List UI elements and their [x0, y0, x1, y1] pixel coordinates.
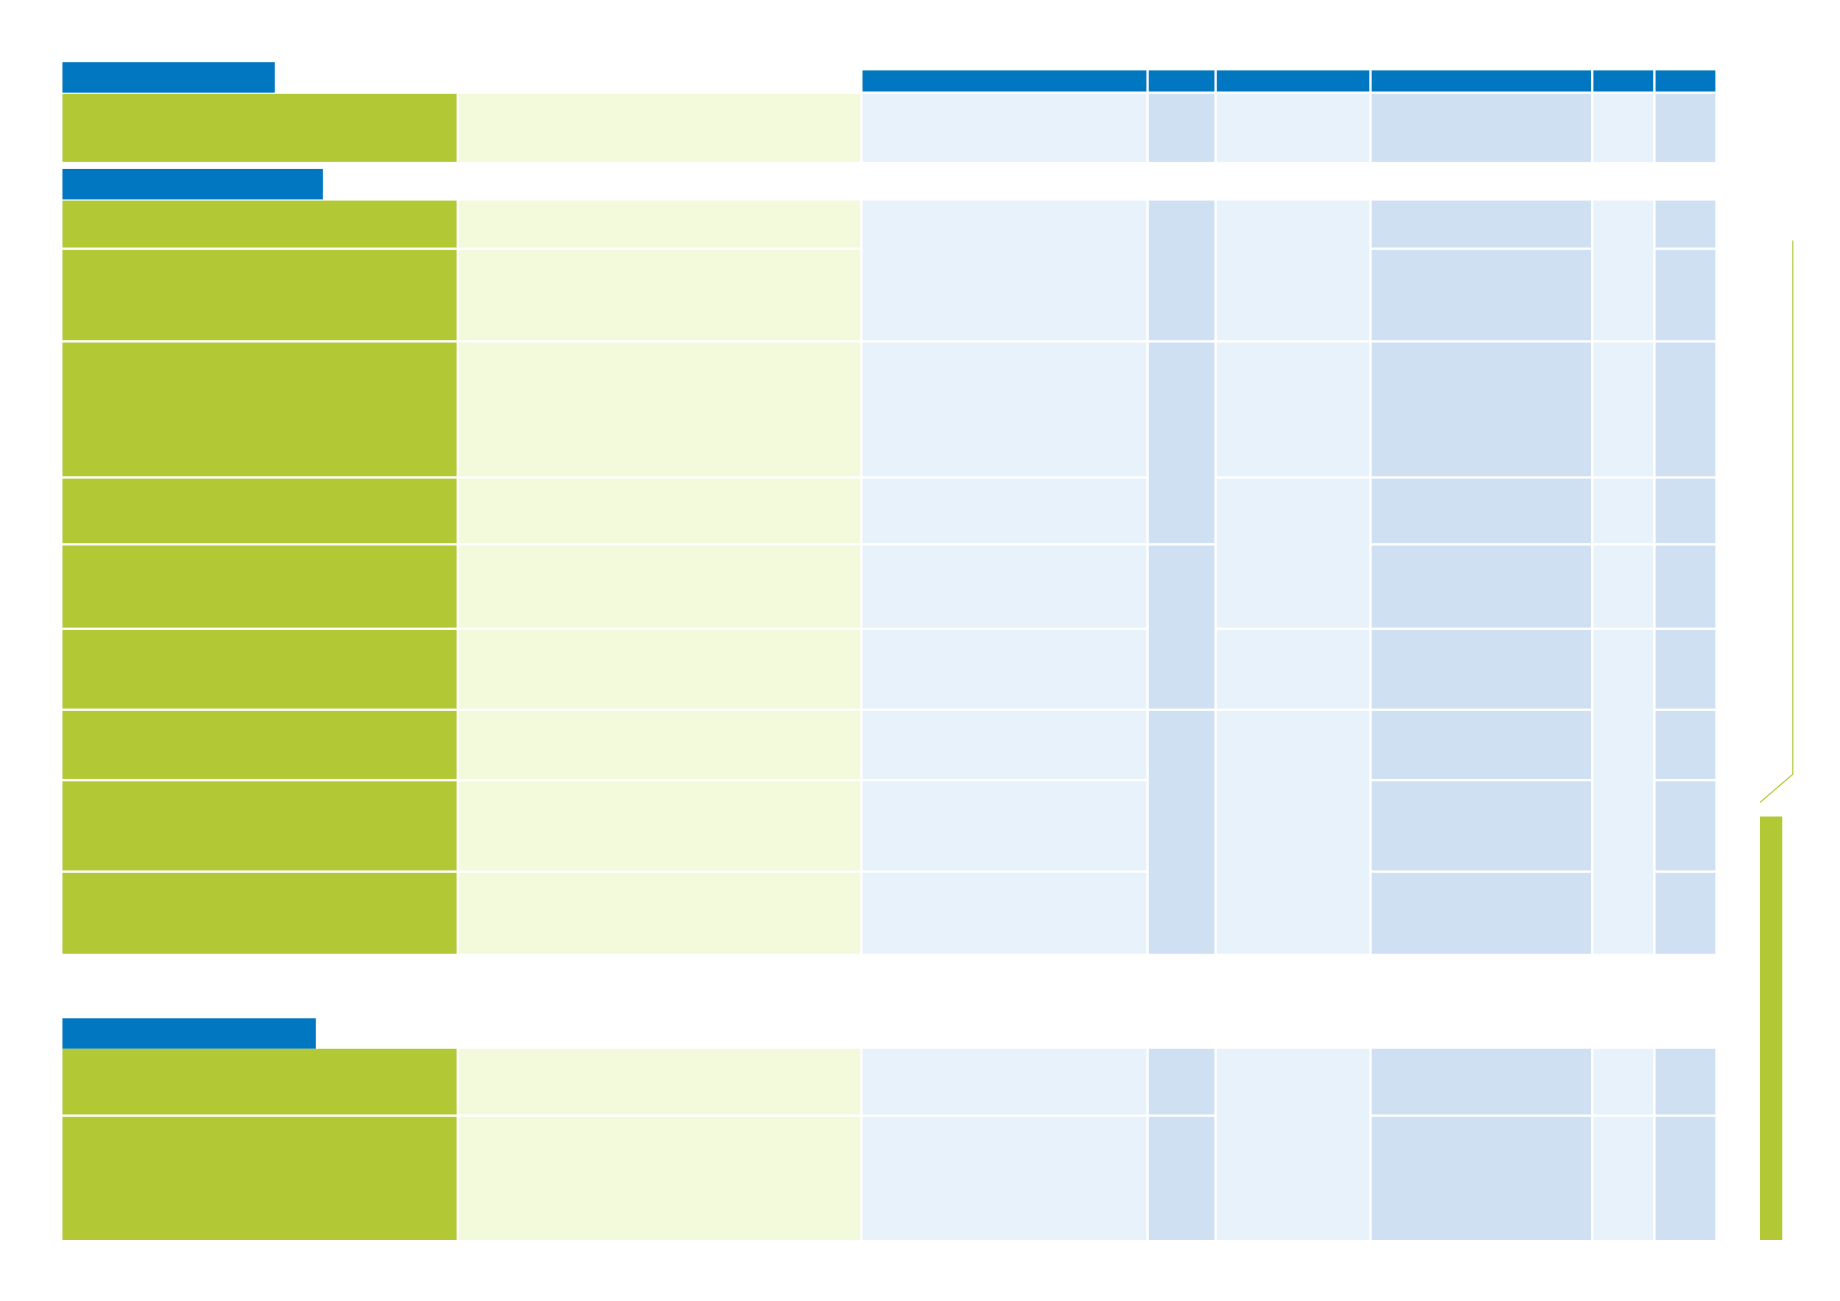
column-header — [1371, 70, 1592, 92]
table-cell — [1593, 478, 1654, 544]
column-header — [1655, 70, 1716, 92]
table-cell — [62, 1048, 457, 1115]
table-cell — [1371, 478, 1592, 544]
table-cell — [862, 1116, 1147, 1240]
table-cell — [458, 872, 861, 954]
table-cell — [862, 710, 1147, 779]
table-cell — [458, 249, 861, 341]
table-cell — [1371, 1048, 1592, 1115]
table-cell — [1371, 872, 1592, 954]
table-cell — [1593, 1116, 1654, 1240]
side-bracket — [1759, 240, 1794, 803]
table-cell — [1371, 629, 1592, 709]
table-cell — [62, 1116, 457, 1240]
table-cell — [1655, 1116, 1716, 1240]
table-cell — [1148, 710, 1215, 954]
table-cell — [1148, 1048, 1215, 1115]
table-cell — [1371, 342, 1592, 477]
table-cell — [1216, 478, 1370, 628]
column-header — [1216, 70, 1370, 92]
table-cell — [1593, 342, 1654, 477]
table-cell — [1371, 710, 1592, 779]
table-cell — [1216, 342, 1370, 477]
table-cell — [1655, 478, 1716, 544]
table-cell — [458, 478, 861, 544]
table-cell — [1148, 545, 1215, 709]
column-header — [1148, 70, 1215, 92]
section-tab — [62, 168, 323, 200]
table-cell — [1148, 200, 1215, 341]
table-cell — [62, 342, 457, 477]
table-cell — [1593, 93, 1654, 162]
table-cell — [62, 93, 457, 162]
table-cell — [1655, 249, 1716, 341]
table-cell — [1371, 200, 1592, 248]
table-cell — [1371, 1116, 1592, 1240]
table-cell — [458, 1116, 861, 1240]
table-cell — [1216, 710, 1370, 954]
table-cell — [62, 249, 457, 341]
table-cell — [1655, 872, 1716, 954]
section-tab — [62, 1018, 316, 1049]
table-cell — [1371, 781, 1592, 871]
column-header — [1593, 70, 1654, 92]
table-cell — [458, 342, 861, 477]
table-cell — [1655, 200, 1716, 248]
table-cell — [1216, 629, 1370, 709]
table-cell — [458, 545, 861, 628]
table-cell — [862, 200, 1147, 341]
table-cell — [1148, 1116, 1215, 1240]
table-cell — [458, 781, 861, 871]
table-cell — [1148, 342, 1215, 544]
column-header — [862, 70, 1147, 92]
table-cell — [862, 1048, 1147, 1115]
table-cell — [1148, 93, 1215, 162]
table-cell — [458, 93, 861, 162]
table-cell — [458, 629, 861, 709]
table-cell — [1593, 629, 1654, 954]
table-cell — [62, 872, 457, 954]
table-cell — [62, 629, 457, 709]
table-cell — [862, 629, 1147, 709]
table-cell — [458, 1048, 861, 1115]
table-cell — [62, 478, 457, 544]
table-cell — [862, 93, 1147, 162]
table-cell — [1655, 1048, 1716, 1115]
table-cell — [62, 781, 457, 871]
table-cell — [1593, 200, 1654, 341]
table-cell — [62, 710, 457, 779]
table-cell — [1371, 93, 1592, 162]
table-cell — [862, 872, 1147, 954]
table-cell — [862, 781, 1147, 871]
table-cell — [1655, 342, 1716, 477]
table-cell — [1371, 249, 1592, 341]
table-cell — [1371, 545, 1592, 628]
table-cell — [1216, 1048, 1370, 1240]
table-cell — [1655, 781, 1716, 871]
table-cell — [1593, 545, 1654, 628]
side-bar — [1759, 816, 1783, 1240]
table-cell — [862, 342, 1147, 477]
table-cell — [1216, 93, 1370, 162]
table-cell — [1655, 629, 1716, 709]
section-tab — [62, 62, 275, 93]
table-cell — [1655, 93, 1716, 162]
table-cell — [1655, 710, 1716, 779]
table-cell — [862, 545, 1147, 628]
table-cell — [458, 200, 861, 248]
table-cell — [62, 545, 457, 628]
table-cell — [62, 200, 457, 248]
table-cell — [1216, 200, 1370, 341]
table-cell — [862, 478, 1147, 544]
table-cell — [458, 710, 861, 779]
table-cell — [1655, 545, 1716, 628]
table-cell — [1593, 1048, 1654, 1115]
